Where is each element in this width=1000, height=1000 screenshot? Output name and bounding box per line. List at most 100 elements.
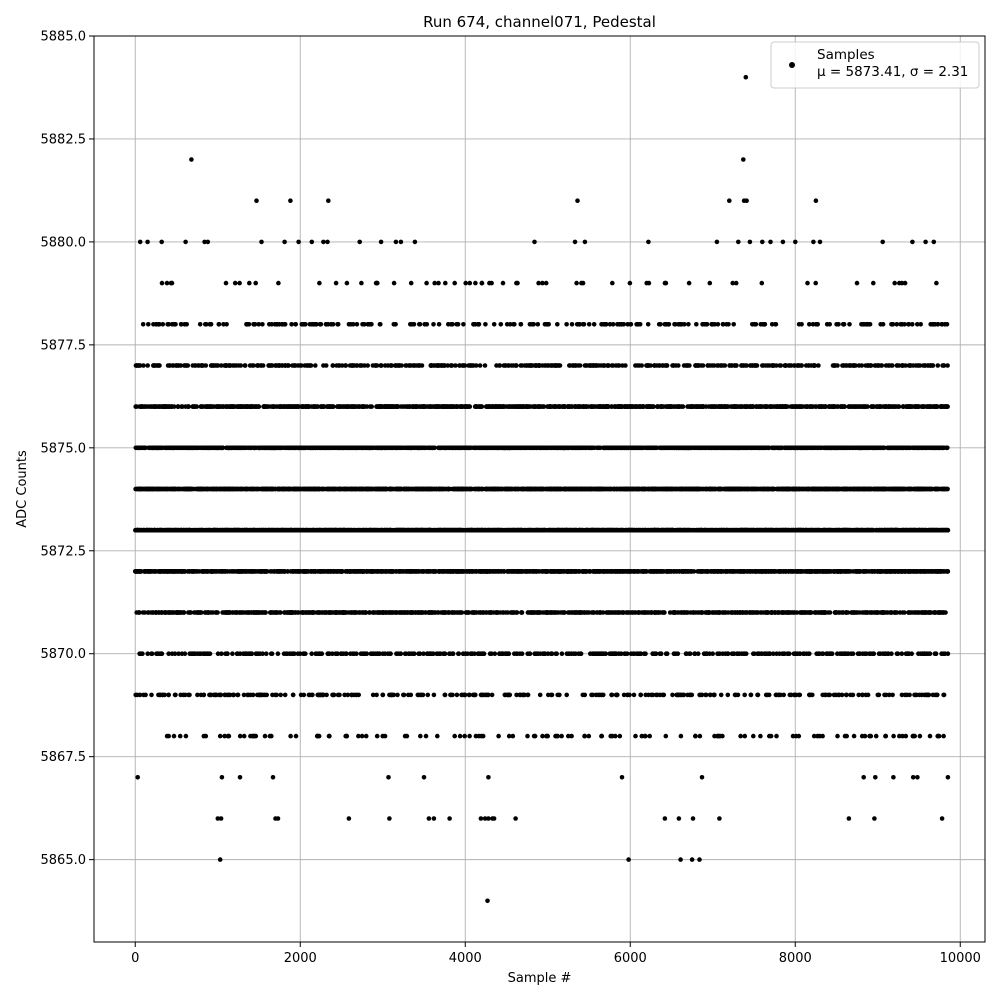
- data-point: [641, 486, 647, 492]
- data-point: [565, 527, 570, 533]
- data-point: [398, 486, 404, 492]
- data-point: [436, 486, 441, 492]
- data-point: [738, 486, 744, 492]
- data-point: [939, 486, 944, 492]
- data-point: [725, 527, 730, 533]
- data-point: [892, 486, 897, 492]
- data-point: [287, 486, 292, 492]
- data-point: [416, 486, 422, 492]
- data-point: [304, 527, 310, 533]
- data-point: [188, 486, 194, 492]
- data-point: [519, 527, 524, 533]
- data-point: [667, 527, 672, 533]
- data-point: [608, 486, 614, 492]
- data-point: [848, 527, 854, 533]
- data-point: [392, 527, 398, 533]
- data-point: [645, 527, 651, 533]
- data-point: [697, 527, 703, 533]
- data-point: [397, 527, 402, 533]
- data-point: [134, 486, 139, 492]
- data-point: [591, 527, 596, 533]
- data-point: [321, 527, 327, 533]
- data-point: [375, 527, 381, 533]
- data-point: [403, 527, 409, 533]
- data-point: [155, 486, 161, 492]
- data-point: [886, 527, 892, 533]
- data-point: [658, 486, 664, 492]
- data-point: [456, 486, 461, 492]
- data-point: [244, 486, 250, 492]
- data-point: [647, 486, 652, 492]
- data-point: [294, 486, 299, 492]
- data-point: [652, 486, 658, 492]
- data-point: [836, 486, 841, 492]
- data-point: [285, 527, 290, 533]
- data-point: [350, 486, 356, 492]
- data-point: [623, 527, 629, 533]
- data-point: [908, 527, 914, 533]
- data-point: [781, 486, 786, 492]
- data-point: [384, 527, 390, 533]
- data-point: [162, 486, 167, 492]
- data-point: [800, 486, 805, 492]
- data-point: [924, 486, 930, 492]
- data-point: [635, 486, 641, 492]
- data-point: [409, 527, 415, 533]
- data-point: [745, 527, 750, 533]
- data-point: [548, 486, 554, 492]
- data-point: [774, 527, 779, 533]
- data-point: [724, 486, 729, 492]
- data-point: [441, 486, 447, 492]
- data-point: [857, 527, 862, 533]
- data-point: [768, 527, 773, 533]
- data-point: [562, 486, 568, 492]
- data-point: [534, 527, 539, 533]
- data-point: [559, 527, 565, 533]
- data-point: [222, 527, 227, 533]
- data-point: [190, 527, 196, 533]
- data-point: [369, 486, 375, 492]
- data-point: [233, 486, 238, 492]
- data-point: [178, 486, 184, 492]
- data-point: [343, 527, 348, 533]
- data-point: [878, 486, 884, 492]
- data-point: [618, 527, 623, 533]
- data-point: [751, 527, 756, 533]
- data-point: [503, 527, 509, 533]
- data-point: [233, 527, 238, 533]
- data-point: [751, 486, 756, 492]
- data-point: [897, 486, 903, 492]
- data-point: [313, 486, 319, 492]
- data-point: [315, 527, 321, 533]
- data-point: [135, 527, 140, 533]
- data-point: [434, 527, 440, 533]
- data-point: [358, 527, 363, 533]
- data-point: [394, 486, 400, 492]
- data-point: [826, 527, 831, 533]
- data-point: [895, 527, 901, 533]
- data-point: [504, 486, 509, 492]
- data-point: [891, 527, 897, 533]
- data-point: [276, 486, 281, 492]
- data-point: [281, 527, 286, 533]
- data-point: [816, 527, 821, 533]
- data-point: [332, 486, 338, 492]
- data-point: [918, 486, 924, 492]
- data-point: [665, 486, 671, 492]
- data-point: [659, 527, 665, 533]
- data-point: [254, 486, 260, 492]
- data-point: [516, 486, 522, 492]
- data-point: [325, 486, 330, 492]
- data-point: [351, 527, 357, 533]
- data-point: [223, 486, 228, 492]
- data-point: [614, 527, 620, 533]
- data-point: [596, 527, 601, 533]
- data-point: [443, 527, 448, 533]
- data-point: [473, 527, 479, 533]
- data-point: [526, 486, 531, 492]
- data-point: [238, 486, 244, 492]
- data-point: [840, 486, 846, 492]
- data-point: [141, 486, 147, 492]
- data-point: [851, 486, 857, 492]
